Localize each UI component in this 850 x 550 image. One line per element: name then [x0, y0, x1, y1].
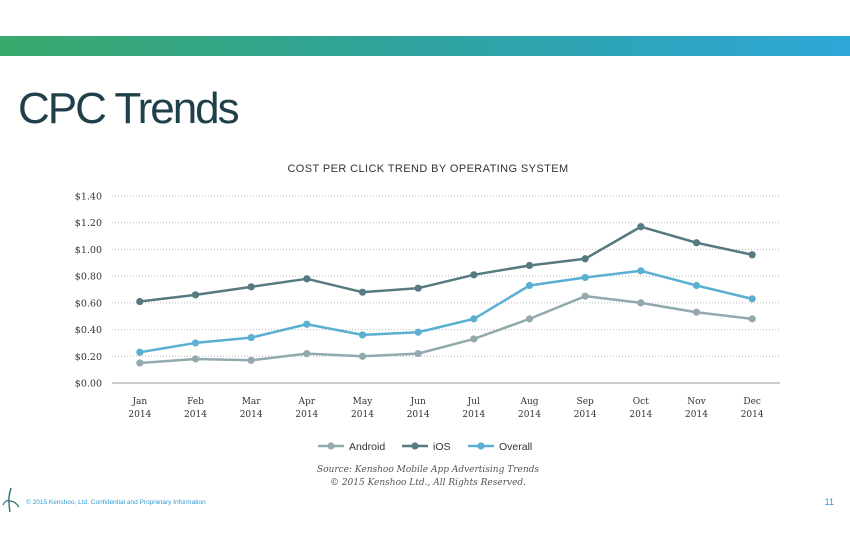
data-point-android — [525, 315, 534, 323]
data-point-overall — [136, 348, 144, 356]
x-tick-label: Jan — [131, 397, 147, 407]
x-tick-label: Nov — [687, 397, 706, 407]
data-point-overall — [191, 339, 200, 347]
data-point-overall — [581, 273, 589, 282]
chart-series — [136, 223, 756, 367]
data-point-ios — [581, 255, 589, 263]
footer-copyright: © 2015 Kenshoo, Ltd. Confidential and Pr… — [26, 499, 206, 506]
x-tick-year: 2014 — [407, 410, 430, 420]
data-point-overall — [303, 320, 311, 328]
data-point-ios — [692, 239, 701, 247]
data-point-ios — [358, 288, 367, 296]
x-tick-label: Jun — [410, 397, 426, 407]
data-point-android — [191, 355, 200, 363]
data-point-overall — [470, 315, 478, 323]
x-tick-year: 2014 — [629, 410, 652, 420]
data-point-android — [581, 292, 589, 300]
x-tick-year: 2014 — [685, 410, 708, 420]
legend-marker-android — [327, 442, 335, 450]
x-axis-ticks: Jan 2014 Feb 2014 Mar 2014 Apr 2014 May 2014 Jun 20… — [128, 397, 764, 420]
chart-legend: Android iOS Overall — [318, 441, 532, 453]
x-tick-label: May — [353, 397, 374, 407]
y-tick-label: $0.20 — [75, 352, 102, 363]
x-tick-year: 2014 — [462, 410, 485, 420]
y-tick-label: $1.00 — [75, 245, 102, 256]
y-tick-label: $0.80 — [75, 272, 102, 283]
y-tick-label: $0.60 — [75, 298, 102, 309]
data-point-overall — [358, 331, 367, 339]
data-point-overall — [637, 267, 645, 275]
data-point-overall — [525, 281, 534, 290]
series-line-overall — [139, 269, 753, 354]
legend-label-android: Android — [349, 441, 385, 453]
data-point-ios — [414, 284, 422, 292]
x-tick-year: 2014 — [184, 410, 207, 420]
data-point-android — [358, 352, 367, 360]
y-tick-label: $1.20 — [75, 218, 102, 229]
data-point-android — [692, 308, 701, 316]
x-tick-label: Sep — [577, 397, 594, 407]
data-point-ios — [191, 291, 200, 299]
header-gradient-band — [0, 36, 850, 56]
data-point-android — [637, 299, 645, 307]
data-point-android — [303, 350, 311, 358]
series-line-ios — [139, 225, 753, 303]
data-point-overall — [692, 281, 701, 290]
y-tick-label: $0.00 — [75, 379, 102, 390]
source-line: © 2015 Kenshoo Ltd., All Rights Reserved… — [330, 478, 526, 488]
x-tick-year: 2014 — [295, 410, 318, 420]
x-tick-label: Mar — [242, 397, 262, 407]
y-axis-ticks: $0.00 $0.20 $0.40 $0.60 $0.80 $1.00 $1.20 $1.40 — [75, 192, 102, 390]
data-point-android — [748, 315, 756, 323]
page-number: 11 — [824, 497, 834, 507]
x-tick-year: 2014 — [518, 410, 541, 420]
x-tick-label: Dec — [743, 397, 761, 407]
data-point-android — [414, 350, 422, 358]
x-tick-year: 2014 — [351, 410, 374, 420]
x-tick-label: Apr — [298, 397, 316, 407]
chart-source: Source: Kenshoo Mobile App Advertising T… — [317, 465, 539, 488]
legend-marker-ios — [411, 442, 419, 450]
x-tick-year: 2014 — [240, 410, 263, 420]
data-point-android — [470, 335, 478, 343]
source-line: Source: Kenshoo Mobile App Advertising T… — [317, 465, 539, 475]
x-tick-year: 2014 — [574, 410, 597, 420]
legend-label-ios: iOS — [433, 441, 451, 453]
kenshoo-logo-icon — [2, 487, 20, 513]
y-tick-label: $1.40 — [75, 192, 102, 203]
data-point-overall — [247, 333, 255, 342]
page-title: CPC Trends — [18, 84, 240, 133]
y-tick-label: $0.40 — [75, 325, 102, 336]
data-point-ios — [748, 251, 756, 259]
data-point-ios — [136, 297, 144, 306]
x-tick-label: Jul — [467, 397, 480, 407]
data-point-ios — [303, 275, 311, 283]
data-point-overall — [748, 295, 756, 303]
data-point-overall — [414, 328, 422, 336]
data-point-android — [247, 356, 255, 364]
chart-gridlines — [112, 195, 780, 384]
x-tick-year: 2014 — [741, 410, 764, 420]
x-tick-label: Feb — [187, 397, 204, 407]
x-tick-label: Oct — [633, 397, 649, 407]
x-tick-label: Aug — [519, 397, 538, 407]
data-point-ios — [525, 261, 534, 270]
data-point-ios — [637, 223, 645, 231]
data-point-ios — [247, 283, 255, 291]
x-tick-year: 2014 — [128, 410, 151, 420]
data-point-ios — [470, 271, 478, 279]
legend-marker-overall — [477, 442, 485, 450]
legend-label-overall: Overall — [499, 441, 532, 453]
chart-title: COST PER CLICK TREND BY OPERATING SYSTEM — [287, 163, 568, 175]
data-point-android — [136, 359, 144, 367]
series-line-android — [139, 294, 753, 365]
